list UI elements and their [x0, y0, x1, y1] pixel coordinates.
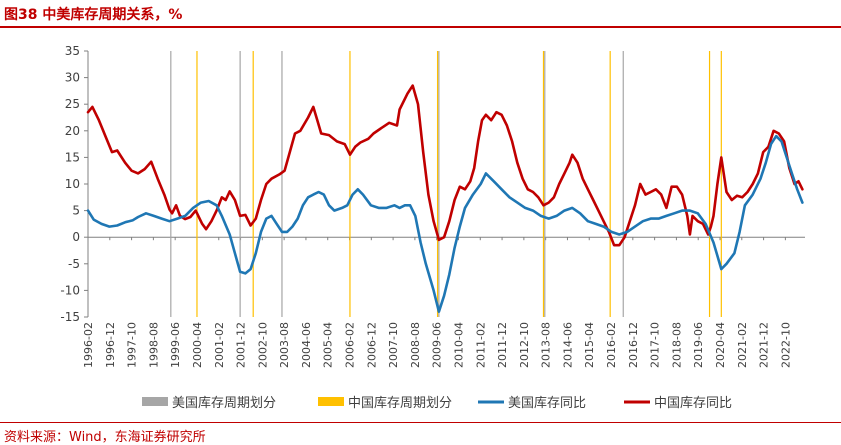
x-tick-label: 2012-10 [518, 322, 531, 368]
x-tick-label: 2021-12 [758, 322, 771, 368]
x-tick-label: 2005-04 [322, 322, 335, 368]
legend-us-inventory-label: 美国库存同比 [508, 395, 586, 411]
y-tick-label: 10 [65, 177, 80, 191]
title-rule [0, 26, 841, 28]
x-tick-label: 2007-10 [387, 322, 400, 368]
y-tick-label: 15 [65, 150, 80, 164]
x-tick-label: 2000-04 [191, 322, 204, 368]
y-tick-label: 20 [65, 124, 80, 138]
x-tick-label: 2020-04 [714, 322, 727, 368]
x-tick-label: 2017-10 [649, 322, 662, 368]
y-tick-label: 25 [65, 97, 80, 111]
x-tick-label: 2010-04 [452, 322, 465, 368]
x-tick-label: 2018-08 [670, 322, 683, 368]
x-tick-label: 2001-02 [213, 322, 226, 368]
x-tick-label: 2009-06 [431, 322, 444, 368]
source-rule [0, 422, 841, 423]
x-tick-label: 2021-02 [736, 322, 749, 368]
x-tick-label: 2006-02 [344, 322, 357, 368]
x-tick-label: 2011-12 [496, 322, 509, 368]
x-tick-label: 2001-12 [235, 322, 248, 368]
x-tick-label: 2016-12 [627, 322, 640, 368]
china-inventory-line [86, 84, 804, 247]
x-tick-label: 2014-06 [561, 322, 574, 368]
chart-title: 图38 中美库存周期关系，% [4, 7, 183, 23]
x-tick-label: 2013-08 [540, 322, 553, 368]
x-tick-label: 2015-04 [583, 322, 596, 368]
x-tick-label: 2004-06 [300, 322, 313, 368]
x-tick-label: 2011-02 [474, 322, 487, 368]
legend-cn-inventory-label: 中国库存同比 [654, 395, 732, 411]
y-tick-label: 30 [65, 71, 80, 85]
x-tick-label: 2022-10 [779, 322, 792, 368]
legend-cn-cycle-label: 中国库存周期划分 [348, 395, 452, 411]
y-tick-label: -5 [68, 257, 80, 271]
x-tick-label: 1999-06 [169, 322, 182, 368]
x-tick-label: 1996-12 [104, 322, 117, 368]
x-tick-label: 2003-08 [278, 322, 291, 368]
x-tick-label: 1997-10 [126, 322, 139, 368]
x-tick-label: 2002-10 [256, 322, 269, 368]
y-tick-label: 35 [65, 44, 80, 58]
y-tick-label: -15 [60, 310, 80, 324]
us-inventory-line [86, 134, 804, 313]
x-tick-label: 2019-06 [692, 322, 705, 368]
legend-cn-cycle-swatch [318, 397, 344, 406]
x-tick-label: 1998-08 [147, 322, 160, 368]
y-tick-label: -10 [60, 283, 80, 297]
legend-us-cycle-label: 美国库存周期划分 [172, 395, 276, 411]
x-tick-label: 2006-12 [365, 322, 378, 368]
x-tick-label: 2016-02 [605, 322, 618, 368]
legend-us-cycle-swatch [142, 397, 168, 406]
x-tick-label: 2008-08 [409, 322, 422, 368]
y-tick-label: 5 [72, 204, 80, 218]
source-note: 资料来源：Wind，东海证券研究所 [4, 430, 206, 445]
y-tick-label: 0 [72, 230, 80, 244]
x-tick-label: 1996-02 [82, 322, 95, 368]
